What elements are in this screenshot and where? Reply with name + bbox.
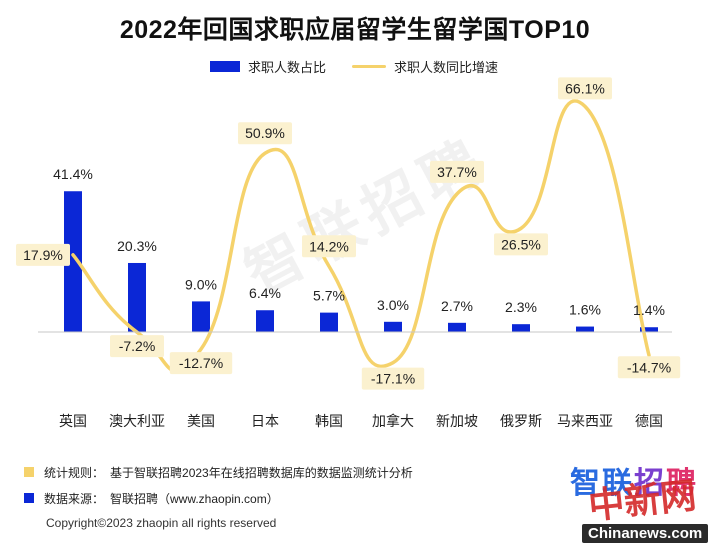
line-value-label-5: -17.1% <box>371 371 415 387</box>
category-label-8: 马来西亚 <box>557 413 613 429</box>
line-label-box-2 <box>169 352 233 375</box>
line-value-labels: 17.9% -7.2% -12.7% 50.9% 14.2% -17.1% 37.7% 26.… <box>16 77 681 390</box>
bar-value-label-1: 20.3% <box>117 238 157 254</box>
bar-value-label-5: 3.0% <box>377 297 409 313</box>
legend-bar-swatch <box>210 60 240 72</box>
line-value-label-7: 26.5% <box>501 236 541 252</box>
brand-logo: 智联招聘 <box>570 467 698 500</box>
line-label-box-5 <box>361 367 425 390</box>
bar-value-label-0: 41.4% <box>53 166 93 182</box>
bar-0 <box>64 191 82 332</box>
bar-1 <box>128 262 146 332</box>
bar-2 <box>192 301 210 332</box>
bar-value-labels: 41.4% 20.3% 9.0% 6.4% 5.7% 3.0% 2.7% 2.3% 1.6% 1.… <box>53 166 665 318</box>
category-label-4: 韩国 <box>315 413 343 429</box>
line-value-label-8: 66.1% <box>565 80 605 96</box>
footnote-rule-text: 基于智联招聘2023年在线招聘数据库的数据监测统计分析 <box>110 465 413 480</box>
footnote-source-key: 数据来源： <box>44 491 105 506</box>
category-label-2: 美国 <box>187 413 215 429</box>
bar-series <box>64 191 658 332</box>
line-label-box-8 <box>558 77 612 100</box>
category-label-9: 德国 <box>635 413 663 429</box>
footnote-source-text: 智联招聘（www.zhaopin.com） <box>110 491 279 506</box>
copyright: Copyright©2023 zhaopin all rights reserv… <box>46 516 277 530</box>
category-label-5: 加拿大 <box>372 413 414 429</box>
line-value-label-2: -12.7% <box>179 355 223 371</box>
bar-8 <box>576 326 594 332</box>
category-label-7: 俄罗斯 <box>500 413 542 429</box>
line-value-label-9: -14.7% <box>627 359 671 375</box>
footnote-rule-key: 统计规则： <box>44 465 105 480</box>
legend-line-swatch <box>352 64 387 68</box>
bar-9 <box>640 327 658 332</box>
footnotes: 统计规则： 基于智联招聘2023年在线招聘数据库的数据监测统计分析 数据来源： … <box>24 462 413 514</box>
line-label-box-6 <box>430 160 484 183</box>
category-label-1: 澳大利亚 <box>109 413 165 429</box>
chart-legend: 求职人数占比 求职人数同比增速 <box>210 56 524 76</box>
bar-value-label-3: 6.4% <box>249 285 281 301</box>
line-label-box-0 <box>16 243 70 266</box>
category-label-3: 日本 <box>251 413 279 429</box>
bar-value-label-9: 1.4% <box>633 302 665 318</box>
bar-value-label-8: 1.6% <box>569 302 601 318</box>
category-labels: 英国 澳大利亚 美国 日本 韩国 加拿大 新加坡 俄罗斯 马来西亚 德国 <box>59 413 663 429</box>
combo-chart: 41.4% 20.3% 9.0% 6.4% 5.7% 3.0% 2.7% 2.3% 1.6% 1.… <box>16 77 681 429</box>
line-label-box-9 <box>617 356 681 379</box>
line-value-label-0: 17.9% <box>23 247 63 263</box>
bar-value-label-4: 5.7% <box>313 288 345 304</box>
bar-value-label-6: 2.7% <box>441 298 473 314</box>
footnote-rule-swatch <box>24 467 34 477</box>
line-value-label-4: 14.2% <box>309 238 349 254</box>
line-value-label-6: 37.7% <box>437 164 477 180</box>
line-label-box-7 <box>494 233 548 256</box>
bar-value-label-2: 9.0% <box>185 276 217 292</box>
chart-title: 2022年回国求职应届留学生留学国TOP10 <box>119 16 591 44</box>
bar-value-label-7: 2.3% <box>505 299 537 315</box>
legend-line-label: 求职人数同比增速 <box>394 59 499 75</box>
bar-3 <box>256 310 274 332</box>
line-label-box-4 <box>302 235 356 258</box>
legend-item-line: 求职人数同比增速 <box>352 57 498 76</box>
news-stamp: 中新网 <box>586 474 699 528</box>
growth-line <box>71 99 651 374</box>
category-label-6: 新加坡 <box>436 413 478 429</box>
footnote-source: 数据来源： 智联招聘（www.zhaopin.com） <box>24 488 413 508</box>
footnote-rule: 统计规则： 基于智联招聘2023年在线招聘数据库的数据监测统计分析 <box>24 462 413 482</box>
footnote-source-swatch <box>24 493 34 503</box>
bar-7 <box>512 324 530 332</box>
bar-5 <box>384 321 402 332</box>
legend-item-bar: 求职人数占比 <box>210 57 326 76</box>
bar-6 <box>448 322 466 332</box>
line-label-box-3 <box>238 122 292 145</box>
line-value-label-3: 50.9% <box>245 125 285 141</box>
line-label-box-1 <box>110 335 164 358</box>
bar-4 <box>320 312 338 332</box>
legend-bar-label: 求职人数占比 <box>248 59 327 75</box>
category-label-0: 英国 <box>59 413 87 429</box>
line-value-label-1: -7.2% <box>119 338 156 354</box>
site-badge: Chinanews.com <box>582 524 709 543</box>
